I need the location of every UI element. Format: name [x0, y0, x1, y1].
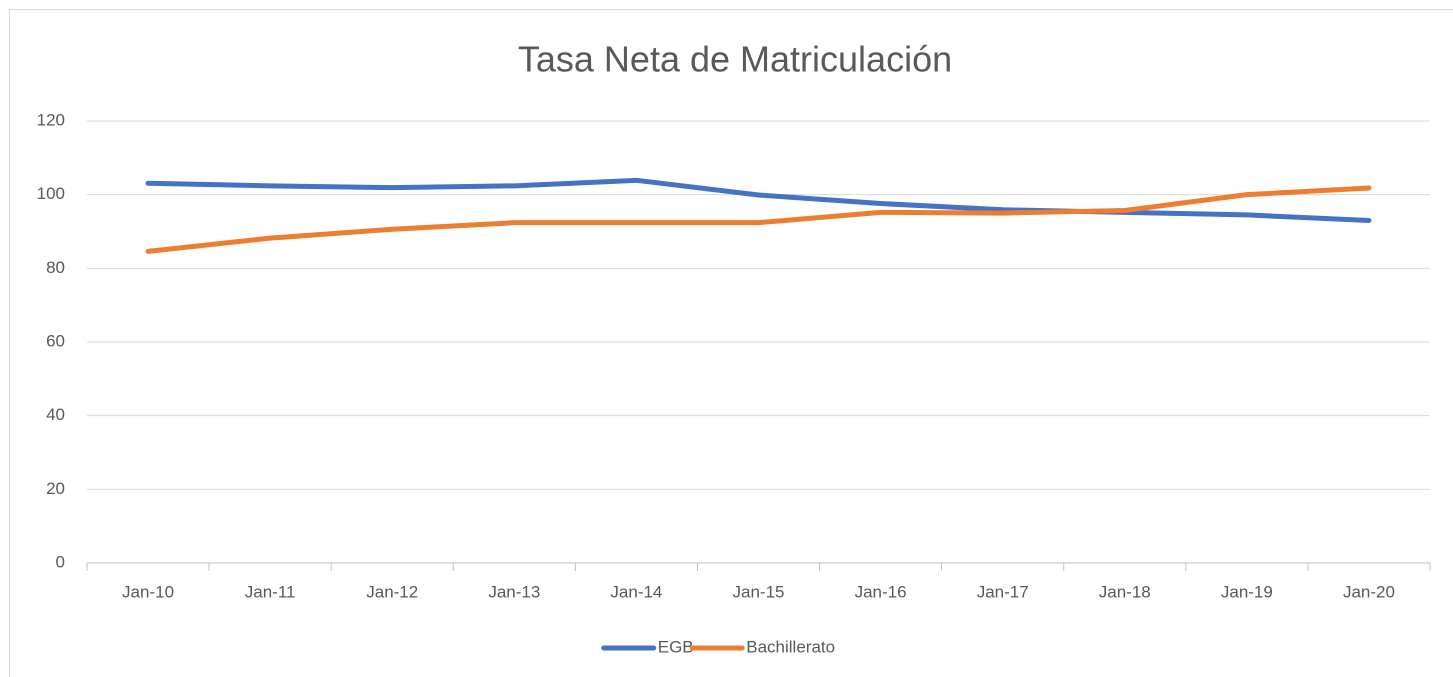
x-tick-label: Jan-16 — [855, 582, 907, 601]
legend-label: EGB — [658, 637, 694, 656]
chart-title: Tasa Neta de Matriculación — [518, 39, 952, 80]
series-line — [145, 185, 1372, 254]
x-tick-label: Jan-17 — [977, 582, 1029, 601]
x-tick-label: Jan-18 — [1099, 582, 1151, 601]
y-tick-label: 20 — [46, 479, 65, 498]
x-tick-label: Jan-15 — [733, 582, 785, 601]
y-tick-label: 120 — [37, 110, 65, 129]
y-tick-label: 40 — [46, 405, 65, 424]
y-tick-label: 60 — [46, 331, 65, 350]
x-tick-label: Jan-11 — [245, 582, 296, 601]
x-tick-label: Jan-10 — [122, 582, 174, 601]
y-tick-label: 0 — [56, 552, 65, 571]
x-tick-label: Jan-13 — [488, 582, 540, 601]
chart-frame — [9, 9, 1453, 677]
y-tick-label: 100 — [37, 184, 65, 203]
x-tick-label: Jan-14 — [610, 582, 662, 601]
series-line — [145, 177, 1372, 223]
x-tick-label: Jan-12 — [366, 582, 418, 601]
x-tick-label: Jan-20 — [1343, 582, 1395, 601]
y-tick-label: 80 — [46, 258, 65, 277]
legend-label: Bachillerato — [746, 637, 835, 656]
x-tick-label: Jan-19 — [1221, 582, 1273, 601]
